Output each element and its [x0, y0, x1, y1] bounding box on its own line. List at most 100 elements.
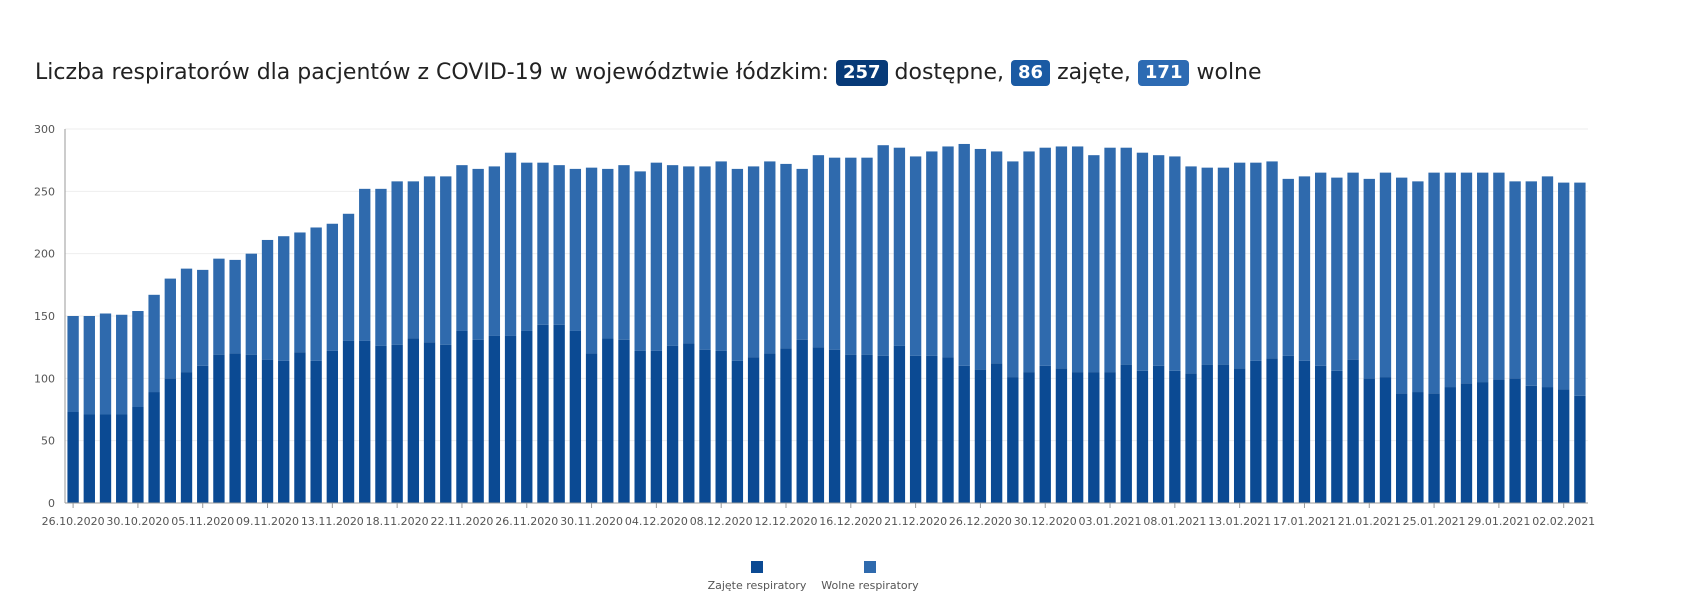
bar-occupied[interactable] — [1055, 368, 1068, 503]
bar-free[interactable] — [1477, 172, 1489, 383]
bar-free[interactable] — [1541, 176, 1554, 388]
bar-free[interactable] — [893, 147, 906, 346]
bar-occupied[interactable] — [278, 360, 290, 503]
bar-occupied[interactable] — [666, 345, 679, 503]
bar-free[interactable] — [618, 165, 630, 340]
bar-free[interactable] — [764, 161, 776, 354]
bar-free[interactable] — [699, 166, 711, 350]
bar-occupied[interactable] — [1152, 365, 1165, 503]
bar-free[interactable] — [683, 166, 695, 344]
bar-occupied[interactable] — [731, 360, 744, 503]
bar-free[interactable] — [877, 145, 889, 356]
bar-occupied[interactable] — [1396, 393, 1408, 503]
bar-free[interactable] — [521, 162, 533, 331]
bar-free[interactable] — [1201, 167, 1213, 365]
bar-occupied[interactable] — [1541, 387, 1554, 503]
bar-free[interactable] — [407, 181, 420, 339]
bar-free[interactable] — [213, 258, 225, 355]
bar-occupied[interactable] — [1347, 359, 1359, 503]
bar-free[interactable] — [569, 168, 582, 331]
bar-free[interactable] — [1428, 172, 1440, 394]
bar-occupied[interactable] — [828, 349, 841, 503]
bar-free[interactable] — [1104, 147, 1116, 373]
bar-free[interactable] — [67, 316, 79, 412]
bar-free[interactable] — [1298, 176, 1311, 361]
bar-occupied[interactable] — [261, 359, 274, 503]
bar-free[interactable] — [958, 143, 970, 366]
bar-free[interactable] — [310, 227, 322, 361]
bar-occupied[interactable] — [164, 378, 176, 503]
bar-occupied[interactable] — [310, 360, 322, 503]
bar-occupied[interactable] — [521, 330, 533, 503]
bar-free[interactable] — [180, 268, 193, 373]
bar-free[interactable] — [375, 188, 387, 346]
bar-occupied[interactable] — [132, 407, 144, 503]
bar-occupied[interactable] — [618, 339, 630, 503]
bar-free[interactable] — [229, 259, 241, 354]
bar-occupied[interactable] — [650, 350, 663, 503]
bar-free[interactable] — [731, 168, 744, 361]
bar-free[interactable] — [537, 162, 549, 325]
bar-free[interactable] — [715, 161, 727, 351]
bar-free[interactable] — [1120, 147, 1132, 365]
bar-occupied[interactable] — [877, 355, 889, 503]
bar-occupied[interactable] — [958, 365, 970, 503]
bar-occupied[interactable] — [1185, 373, 1197, 503]
bar-occupied[interactable] — [391, 344, 403, 503]
bar-free[interactable] — [666, 165, 679, 346]
bar-free[interactable] — [472, 168, 484, 340]
bar-occupied[interactable] — [472, 339, 484, 503]
bar-free[interactable] — [845, 157, 857, 355]
bar-occupied[interactable] — [990, 363, 1003, 503]
bar-occupied[interactable] — [812, 347, 825, 503]
bar-free[interactable] — [278, 236, 290, 361]
bar-occupied[interactable] — [1379, 377, 1392, 503]
bar-free[interactable] — [1331, 177, 1343, 371]
bar-occupied[interactable] — [747, 357, 760, 503]
bar-occupied[interactable] — [229, 353, 241, 503]
bar-free[interactable] — [1136, 152, 1149, 371]
bar-occupied[interactable] — [1201, 364, 1213, 503]
bar-free[interactable] — [1185, 166, 1197, 374]
bar-free[interactable] — [342, 213, 355, 341]
bar-occupied[interactable] — [1282, 355, 1294, 503]
legend-label-occupied[interactable]: Zajęte respiratory — [708, 579, 807, 592]
bar-occupied[interactable] — [1574, 395, 1586, 503]
bar-occupied[interactable] — [116, 414, 128, 503]
bar-occupied[interactable] — [537, 324, 549, 503]
bar-occupied[interactable] — [1104, 372, 1116, 503]
bar-occupied[interactable] — [67, 411, 79, 503]
bar-occupied[interactable] — [569, 330, 582, 503]
bar-occupied[interactable] — [1331, 370, 1343, 503]
bar-occupied[interactable] — [1233, 368, 1246, 503]
bar-occupied[interactable] — [407, 338, 420, 503]
bar-free[interactable] — [1347, 172, 1359, 360]
bar-occupied[interactable] — [683, 343, 695, 503]
bar-free[interactable] — [1023, 151, 1035, 373]
bar-occupied[interactable] — [1039, 365, 1051, 503]
bar-free[interactable] — [942, 146, 954, 358]
bar-occupied[interactable] — [1428, 393, 1440, 503]
legend-label-free[interactable]: Wolne respiratory — [821, 579, 919, 592]
bar-occupied[interactable] — [1509, 378, 1521, 503]
bar-occupied[interactable] — [375, 345, 387, 503]
bar-occupied[interactable] — [634, 350, 646, 503]
bar-free[interactable] — [1071, 146, 1084, 373]
bar-occupied[interactable] — [1007, 377, 1019, 503]
bar-free[interactable] — [116, 314, 128, 415]
bar-free[interactable] — [1460, 172, 1473, 384]
bar-free[interactable] — [1396, 177, 1408, 394]
bar-free[interactable] — [99, 313, 112, 415]
bar-free[interactable] — [1525, 181, 1537, 386]
bar-occupied[interactable] — [99, 414, 112, 503]
bar-occupied[interactable] — [1525, 385, 1537, 503]
bar-occupied[interactable] — [423, 342, 436, 503]
bar-free[interactable] — [1055, 146, 1068, 369]
bar-free[interactable] — [796, 168, 808, 340]
bar-free[interactable] — [780, 163, 792, 349]
bar-occupied[interactable] — [1136, 370, 1149, 503]
bar-free[interactable] — [1169, 156, 1181, 371]
bar-occupied[interactable] — [1444, 387, 1456, 503]
bar-free[interactable] — [861, 157, 873, 355]
bar-occupied[interactable] — [342, 340, 355, 503]
